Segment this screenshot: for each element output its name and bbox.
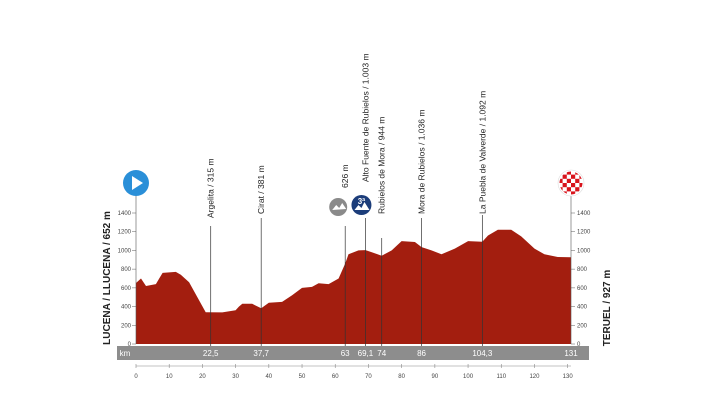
x-tick-label-90: 90 [432, 374, 439, 380]
finish-checker-square [584, 170, 588, 174]
y-tick-label-right-1000: 1000 [577, 248, 591, 254]
start-label: LUCENA / LLUCENA / 652 m [102, 211, 113, 345]
y-tick-label-left-800: 800 [121, 267, 132, 273]
finish-checker-square [571, 183, 576, 188]
x-tick-label-100: 100 [463, 374, 474, 380]
waypoint-label-4: Rubielos de Mora / 944 m [377, 117, 387, 214]
km-bar-value-7: 131 [564, 349, 578, 358]
y-tick-label-left-1400: 1400 [118, 211, 132, 217]
finish-checker-square [575, 178, 580, 183]
waypoint-label-1: Cirat / 381 m [256, 165, 266, 214]
km-bar-value-0: 22,5 [203, 349, 219, 358]
finish-checker-square [558, 196, 562, 200]
x-tick-label-0: 0 [134, 374, 138, 380]
waypoint-label-0: Argelita / 315 m [206, 158, 216, 218]
finish-checker-square [554, 191, 558, 195]
finish-checker-square [554, 166, 558, 170]
km-bar-value-4: 74 [377, 349, 386, 358]
mountain-icon-glyph [354, 202, 370, 210]
intermediate-sprint-icon [329, 198, 348, 216]
y-tick-label-right-800: 800 [577, 267, 588, 273]
finish-checker-square [575, 196, 579, 200]
start-marker-icon [123, 170, 149, 196]
elevation-profile-area [136, 229, 571, 344]
mountain-category-label: 3ª [358, 197, 365, 206]
km-bar-value-3: 69,1 [358, 349, 374, 358]
x-tick-label-130: 130 [563, 374, 574, 380]
y-tick-label-left-600: 600 [121, 286, 132, 292]
km-bar-value-2: 63 [341, 349, 350, 358]
y-tick-label-right-200: 200 [577, 323, 588, 329]
finish-checker-square [554, 175, 558, 179]
x-tick-label-120: 120 [529, 374, 540, 380]
x-tick-label-20: 20 [199, 374, 206, 380]
x-tick-label-110: 110 [496, 374, 506, 380]
x-tick-label-50: 50 [299, 374, 306, 380]
finish-checker-square [579, 183, 583, 188]
km-bar-label: km [120, 349, 131, 358]
y-tick-label-right-1200: 1200 [577, 230, 591, 236]
mountain-category-icon [351, 195, 372, 215]
x-tick-label-10: 10 [166, 374, 173, 380]
finish-checker-square [566, 187, 571, 192]
finish-checker-square [571, 191, 576, 195]
finish-checker-square [562, 183, 567, 188]
y-tick-label-left-1000: 1000 [118, 248, 132, 254]
finish-checker-square [563, 166, 567, 170]
finish-checker-square [579, 166, 583, 170]
finish-marker-icon [554, 166, 588, 200]
finish-checker-square [566, 178, 571, 183]
y-tick-label-right-600: 600 [577, 286, 588, 292]
waypoint-label-3: Alto Fuente de Rubielos / 1.003 m [360, 53, 370, 182]
finish-checker-square [584, 196, 588, 200]
play-icon [132, 176, 143, 190]
x-tick-label-40: 40 [265, 374, 272, 380]
finish-checker-square [584, 187, 588, 191]
sprint-icon-glyph [332, 203, 347, 210]
y-tick-label-left-200: 200 [121, 323, 132, 329]
waypoint-label-6: La Puebla de Valverde / 1.092 m [477, 91, 487, 214]
km-bar-value-5: 86 [417, 349, 426, 358]
waypoint-label-5: Mora de Rubielos / 1.036 m [417, 110, 427, 214]
km-bar [117, 346, 589, 360]
x-tick-label-80: 80 [398, 374, 405, 380]
km-bar-value-1: 37,7 [253, 349, 269, 358]
waypoint-label-2: 626 m [340, 164, 350, 188]
finish-checker-square [562, 174, 567, 179]
y-tick-label-left-1200: 1200 [118, 230, 132, 236]
finish-checker-square [559, 178, 563, 183]
x-tick-label-70: 70 [365, 374, 372, 380]
y-tick-label-left-0: 0 [128, 342, 132, 348]
x-tick-label-60: 60 [332, 374, 339, 380]
y-tick-label-right-0: 0 [577, 342, 581, 348]
y-tick-label-right-1400: 1400 [577, 211, 591, 217]
finish-checker-square [571, 174, 576, 179]
finish-label: TERUEL / 927 m [602, 270, 613, 347]
km-bar-value-6: 104,3 [472, 349, 493, 358]
x-tick-label-30: 30 [232, 374, 239, 380]
finish-checker-square [575, 187, 580, 192]
y-tick-label-right-400: 400 [577, 305, 588, 311]
y-tick-label-left-400: 400 [121, 305, 132, 311]
finish-checker-square [566, 171, 571, 175]
